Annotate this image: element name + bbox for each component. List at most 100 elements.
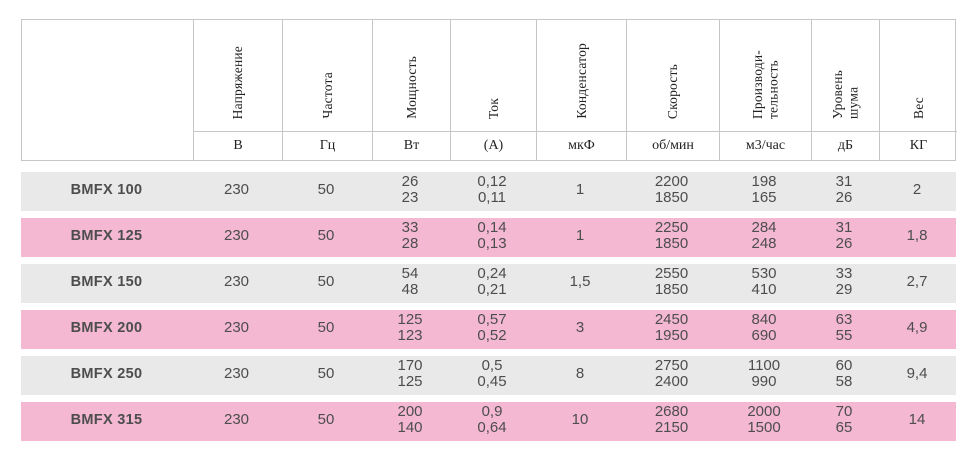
value-cell: 2680 2150 (654, 402, 689, 436)
column-header: Уровень шума дБ (811, 20, 879, 160)
value-cell: 0,12 0,11 (477, 172, 507, 206)
column-label-text: Вес (910, 97, 926, 119)
column-header: Конденсатор мкФ (536, 20, 626, 160)
value-cell: 50 (317, 410, 335, 428)
value-cell: 9,4 (906, 364, 928, 382)
column-unit: дБ (837, 138, 854, 153)
column-label-rotated: Напряжение (194, 20, 282, 132)
column-unit: Гц (319, 138, 336, 153)
model-name-cell: BMFX 250 (70, 365, 143, 382)
column-label-text: Частота (319, 72, 335, 119)
value-cell: 230 (223, 226, 250, 244)
value-cell: 26 23 (401, 172, 419, 206)
value-cell: 2550 1850 (654, 264, 689, 298)
table-row: BMFX 200 230 50 125 123 0,57 0,52 3 2450 1950… (21, 310, 956, 349)
value-cell: 50 (317, 272, 335, 290)
value-cell: 230 (223, 272, 250, 290)
value-cell: 0,9 0,64 (477, 402, 507, 436)
value-cell: 2750 2400 (654, 356, 689, 390)
column-label-rotated: Частота (283, 20, 372, 132)
column-label-text: Мощность (403, 56, 419, 119)
column-label-rotated: Производи- тельность (720, 20, 811, 132)
value-cell: 50 (317, 364, 335, 382)
column-header: Скорость об/мин (626, 20, 719, 160)
value-cell: 284 248 (751, 218, 777, 252)
column-label-text: Ток (485, 97, 501, 119)
value-cell: 33 29 (835, 264, 853, 298)
value-cell: 2450 1950 (654, 310, 689, 344)
column-label-rotated: Мощность (373, 20, 450, 132)
column-unit: В (233, 138, 243, 153)
column-header: Частота Гц (282, 20, 372, 160)
value-cell: 50 (317, 318, 335, 336)
value-cell: 200 140 (397, 402, 423, 436)
column-unit: КГ (909, 138, 928, 153)
value-cell: 230 (223, 318, 250, 336)
value-cell: 2 (912, 180, 922, 198)
value-cell: 50 (317, 226, 335, 244)
value-cell: 840 690 (751, 310, 777, 344)
column-unit: Вт (403, 138, 420, 153)
value-cell: 54 48 (401, 264, 419, 298)
value-cell: 0,57 0,52 (477, 310, 507, 344)
value-cell: 1 (575, 226, 585, 244)
value-cell: 3 (575, 318, 585, 336)
value-cell: 2250 1850 (654, 218, 689, 252)
column-label-text: Производи- тельность (749, 49, 781, 119)
table-row: BMFX 315 230 50 200 140 0,9 0,64 10 2680 2150… (21, 402, 956, 441)
value-cell: 1100 990 (747, 356, 781, 390)
column-label-text: Скорость (665, 63, 681, 119)
column-label-rotated: Ток (451, 20, 536, 132)
table-header: Напряжение В Частота Гц Мощность Вт Ток … (21, 19, 957, 161)
table-row: BMFX 250 230 50 170 125 0,5 0,45 8 2750 2400 1… (21, 356, 956, 395)
value-cell: 125 123 (397, 310, 423, 344)
value-cell: 1 (575, 180, 585, 198)
column-label-rotated: Уровень шума (812, 20, 879, 132)
column-label-rotated: Скорость (627, 20, 719, 132)
model-name-cell: BMFX 315 (70, 411, 143, 428)
value-cell: 63 55 (835, 310, 853, 344)
model-name-cell: BMFX 125 (70, 227, 143, 244)
value-cell: 10 (571, 410, 589, 428)
column-unit: мкФ (568, 138, 595, 153)
column-label-text: Уровень шума (829, 70, 861, 119)
table-body: BMFX 100 230 50 26 23 0,12 0,11 1 2200 1850 19… (21, 172, 956, 441)
table-row: BMFX 100 230 50 26 23 0,12 0,11 1 2200 1850 19… (21, 172, 956, 211)
value-cell: 8 (575, 364, 585, 382)
value-cell: 1,5 (569, 272, 591, 290)
value-cell: 50 (317, 180, 335, 198)
value-cell: 31 26 (835, 218, 853, 252)
spec-table: Напряжение В Частота Гц Мощность Вт Ток … (21, 19, 957, 441)
column-header: Производи- тельность м3/час (719, 20, 811, 160)
value-cell: 2000 1500 (747, 402, 781, 436)
column-header: Напряжение В (193, 20, 282, 160)
value-cell: 0,5 0,45 (477, 356, 507, 390)
value-cell: 530 410 (751, 264, 777, 298)
column-header: Мощность Вт (372, 20, 450, 160)
table-row: BMFX 125 230 50 33 28 0,14 0,13 1 2250 1850 28… (21, 218, 956, 257)
value-cell: 1,8 (906, 226, 928, 244)
value-cell: 70 65 (835, 402, 853, 436)
value-cell: 230 (223, 180, 250, 198)
column-header: Ток (А) (450, 20, 536, 160)
model-name-cell: BMFX 200 (70, 319, 143, 336)
column-unit: об/мин (652, 138, 694, 153)
column-unit: м3/час (745, 138, 786, 153)
column-unit: (А) (483, 138, 504, 153)
column-label-text: Напряжение (230, 45, 246, 119)
model-name-cell: BMFX 150 (70, 273, 143, 290)
value-cell: 14 (908, 410, 926, 428)
column-label-rotated: Конденсатор (537, 20, 626, 132)
column-label-text: Конденсатор (573, 43, 589, 119)
value-cell: 230 (223, 364, 250, 382)
value-cell: 0,24 0,21 (477, 264, 507, 298)
table-row: BMFX 150 230 50 54 48 0,24 0,21 1,5 2550 1850… (21, 264, 956, 303)
value-cell: 170 125 (397, 356, 423, 390)
value-cell: 60 58 (835, 356, 853, 390)
model-name-cell: BMFX 100 (70, 181, 143, 198)
value-cell: 33 28 (401, 218, 419, 252)
column-label-rotated: Вес (880, 20, 957, 132)
value-cell: 230 (223, 410, 250, 428)
value-cell: 0,14 0,13 (477, 218, 507, 252)
